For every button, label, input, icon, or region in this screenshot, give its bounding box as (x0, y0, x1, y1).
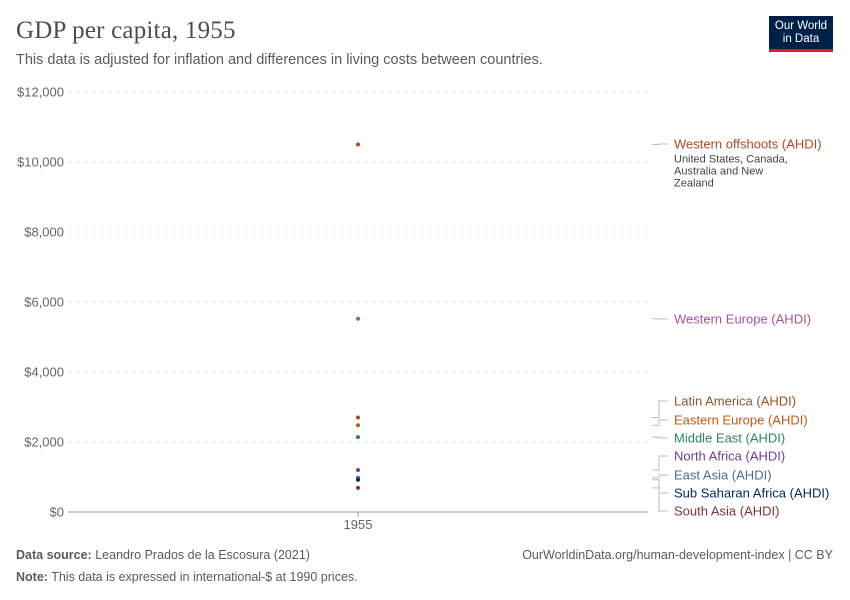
y-tick-label: $10,000 (17, 155, 64, 170)
data-point[interactable] (356, 435, 360, 440)
series-label[interactable]: East Asia (AHDI) (674, 468, 772, 483)
footer-source: Data source: Leandro Prados de la Escosu… (16, 548, 310, 562)
series-label[interactable]: Latin America (AHDI) (674, 394, 796, 409)
label-connector (652, 143, 668, 145)
y-tick-label: $8,000 (24, 225, 64, 240)
data-points (356, 142, 360, 490)
chart-title: GDP per capita, 1955 (16, 17, 236, 44)
data-point[interactable] (356, 468, 360, 472)
y-tick-label: $0 (50, 505, 64, 520)
data-point[interactable] (356, 415, 360, 420)
label-connector (652, 474, 668, 479)
note-text: This data is expressed in international-… (51, 570, 358, 584)
y-tick-label: $12,000 (17, 85, 64, 100)
data-point[interactable] (356, 423, 360, 428)
label-connector (652, 436, 668, 439)
series-label[interactable]: Sub Saharan Africa (AHDI) (674, 486, 829, 501)
y-tick-label: $4,000 (24, 365, 64, 380)
y-gridlines (68, 91, 648, 443)
annotation-line: Zealand (674, 178, 714, 190)
source-link[interactable]: Leandro Prados de la Escosura (2021) (95, 548, 310, 562)
series-label[interactable]: Western Europe (AHDI) (674, 312, 811, 327)
series-label[interactable]: South Asia (AHDI) (674, 504, 780, 519)
series-labels: Western offshoots (AHDI) United States, C… (652, 137, 829, 519)
annotation-line: Australia and New (674, 166, 763, 178)
logo-line-2: in Data (782, 33, 820, 45)
x-tick-label: 1955 (344, 517, 373, 532)
series-label[interactable]: Middle East (AHDI) (674, 431, 785, 446)
y-tick-label: $6,000 (24, 295, 64, 310)
series-label[interactable]: Eastern Europe (AHDI) (674, 413, 808, 428)
data-point[interactable] (356, 477, 360, 482)
data-point[interactable] (356, 485, 360, 490)
y-tick-label: $2,000 (24, 435, 64, 450)
label-connector (652, 419, 668, 426)
owid-logo[interactable]: Our World in Data (769, 16, 833, 52)
footer-note: Note: This data is expressed in internat… (16, 570, 358, 584)
label-connector (652, 487, 668, 512)
data-point[interactable] (356, 142, 360, 147)
logo-line-1: Our World (774, 20, 828, 32)
label-connector (652, 455, 668, 471)
series-annotation: United States, Canada, Australia and New Z… (674, 154, 788, 190)
data-point[interactable] (356, 316, 360, 321)
footer-url[interactable]: OurWorldinData.org/human-development-ind… (522, 548, 833, 562)
x-tick-labels: 1955 (344, 512, 373, 532)
series-label[interactable]: Western offshoots (AHDI) (674, 137, 822, 152)
note-label: Note: (16, 570, 48, 584)
label-connector (652, 400, 668, 418)
label-connector (652, 479, 668, 494)
source-label: Data source: (16, 548, 92, 562)
chart-subtitle: This data is adjusted for inflation and … (16, 52, 543, 68)
annotation-line: United States, Canada, (674, 154, 788, 166)
series-label[interactable]: North Africa (AHDI) (674, 449, 785, 464)
y-tick-labels: $0 $2,000 $4,000 $6,000 $8,000 $10,000 $12,000 (17, 85, 64, 520)
